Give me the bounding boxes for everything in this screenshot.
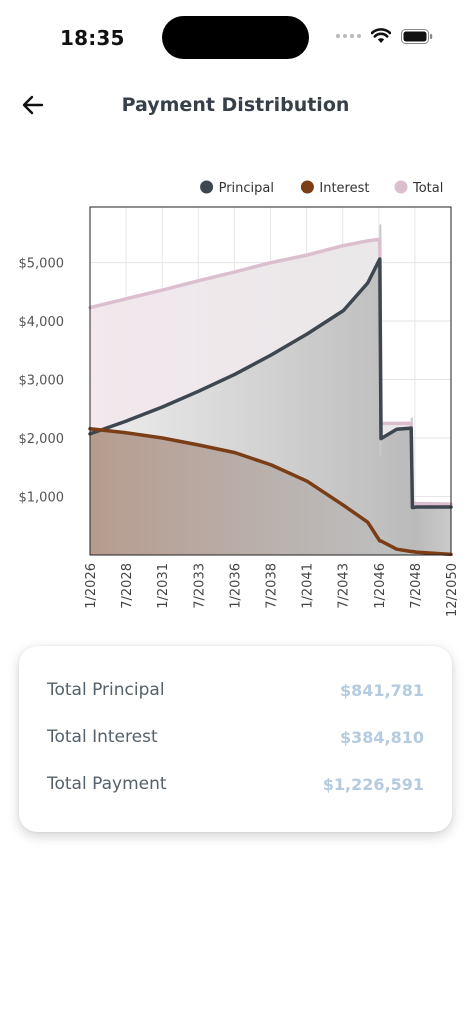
summary-value: $384,810 xyxy=(339,727,424,747)
y-tick-label: $2,000 xyxy=(19,432,65,447)
status-icons xyxy=(336,28,433,44)
chart-lines xyxy=(88,237,453,557)
plot-frame xyxy=(89,206,452,556)
battery-icon xyxy=(401,28,433,44)
x-tick-label: 1/2041 xyxy=(301,563,316,609)
status-time: 18:35 xyxy=(60,26,125,50)
summary-row-interest: Total Interest $384,810 xyxy=(47,727,424,747)
area-interest xyxy=(90,428,451,555)
page-title: Payment Distribution xyxy=(121,94,350,116)
chart-legend: Principal Interest Total xyxy=(200,180,443,196)
y-tick-label: $5,000 xyxy=(19,257,65,272)
payment-distribution-chart: Principal Interest Total $1,000 $2,000 $3,00… xyxy=(19,180,460,617)
summary-value: $1,226,591 xyxy=(322,774,424,794)
series-line-interest xyxy=(88,426,453,557)
legend-marker xyxy=(200,180,214,194)
x-axis-ticks: 1/2026 7/2028 1/2031 7/2033 1/2036 7/2038 1/20… xyxy=(84,563,460,617)
signal-dots-icon xyxy=(336,34,361,38)
legend-marker xyxy=(300,180,314,194)
y-tick-label: $1,000 xyxy=(19,491,65,506)
wifi-icon xyxy=(371,28,391,43)
x-tick-label: 7/2033 xyxy=(192,563,207,609)
x-tick-label: 12/2050 xyxy=(445,563,460,617)
summary-row-total: Total Payment $1,226,591 xyxy=(47,774,424,794)
legend-marker xyxy=(394,180,408,194)
summary-value: $841,781 xyxy=(339,680,424,700)
legend-label: Total xyxy=(412,181,443,196)
x-tick-label: 7/2038 xyxy=(265,563,280,609)
x-tick-label: 1/2026 xyxy=(84,563,99,609)
summary-card: Total Principal $841,781 Total Interest … xyxy=(19,646,452,832)
x-tick-label: 1/2031 xyxy=(156,563,171,609)
summary-label: Total Payment xyxy=(47,774,167,794)
x-tick-label: 7/2048 xyxy=(409,563,424,609)
summary-label: Total Interest xyxy=(47,727,158,747)
y-axis-ticks: $1,000 $2,000 $3,000 $4,000 $5,000 xyxy=(19,257,65,506)
x-tick-label: 1/2036 xyxy=(228,563,243,609)
x-tick-label: 7/2043 xyxy=(337,563,352,609)
series-line-principal xyxy=(88,257,453,510)
summary-row-principal: Total Principal $841,781 xyxy=(47,680,424,700)
chart-areas xyxy=(90,224,451,555)
y-tick-label: $4,000 xyxy=(19,315,65,330)
y-tick-label: $3,000 xyxy=(19,374,65,389)
legend-label: Interest xyxy=(319,181,369,196)
summary-label: Total Principal xyxy=(47,680,165,700)
arrow-left-icon xyxy=(22,95,44,115)
x-tick-label: 1/2046 xyxy=(373,563,388,609)
dynamic-island xyxy=(162,16,309,59)
legend-label: Principal xyxy=(219,181,274,196)
x-tick-label: 7/2028 xyxy=(120,563,135,609)
back-button[interactable] xyxy=(18,90,48,120)
